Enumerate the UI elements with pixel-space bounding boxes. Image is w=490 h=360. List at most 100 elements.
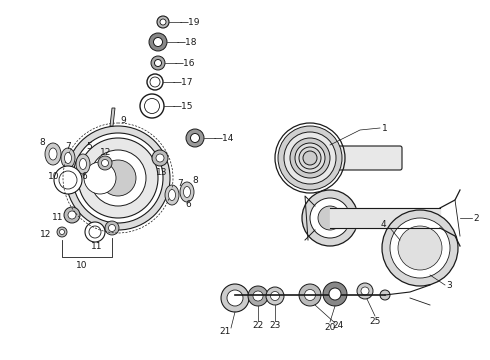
Text: 7: 7 <box>65 141 71 150</box>
Ellipse shape <box>165 185 179 205</box>
Circle shape <box>105 221 119 235</box>
Circle shape <box>147 74 163 90</box>
Text: 10: 10 <box>48 171 59 180</box>
FancyBboxPatch shape <box>308 146 402 170</box>
Circle shape <box>59 230 65 234</box>
Circle shape <box>101 159 108 166</box>
Ellipse shape <box>183 186 191 198</box>
Circle shape <box>270 292 279 301</box>
Circle shape <box>66 126 170 230</box>
Text: 21: 21 <box>220 328 231 337</box>
Polygon shape <box>110 108 115 126</box>
Circle shape <box>90 150 146 206</box>
Circle shape <box>59 171 77 189</box>
Text: 13: 13 <box>156 167 168 176</box>
Circle shape <box>304 289 316 301</box>
Circle shape <box>157 16 169 28</box>
Text: —17: —17 <box>173 77 194 86</box>
Circle shape <box>186 129 204 147</box>
Text: 5: 5 <box>86 141 92 150</box>
Circle shape <box>160 19 166 25</box>
Circle shape <box>227 290 243 306</box>
Circle shape <box>253 291 263 301</box>
Circle shape <box>108 225 116 231</box>
Circle shape <box>357 283 373 299</box>
Text: 7: 7 <box>177 179 183 188</box>
Ellipse shape <box>49 148 57 160</box>
Circle shape <box>398 226 442 270</box>
Ellipse shape <box>169 189 175 201</box>
Circle shape <box>323 282 347 306</box>
Circle shape <box>76 154 124 202</box>
Circle shape <box>145 99 160 113</box>
Circle shape <box>302 190 358 246</box>
Ellipse shape <box>61 148 75 168</box>
Text: —18: —18 <box>177 37 197 46</box>
Circle shape <box>89 226 101 238</box>
Ellipse shape <box>45 143 61 165</box>
Text: 8: 8 <box>192 176 198 185</box>
Circle shape <box>248 286 268 306</box>
Circle shape <box>382 210 458 286</box>
Circle shape <box>73 133 163 223</box>
Circle shape <box>150 77 160 87</box>
Circle shape <box>318 206 342 230</box>
Text: 3: 3 <box>446 280 452 289</box>
Text: 24: 24 <box>332 320 343 329</box>
Ellipse shape <box>180 182 194 202</box>
Circle shape <box>390 218 450 278</box>
Circle shape <box>278 126 342 190</box>
Text: 20: 20 <box>324 323 336 332</box>
Text: 12: 12 <box>100 148 111 157</box>
Text: —14: —14 <box>214 134 234 143</box>
Circle shape <box>310 198 350 238</box>
Circle shape <box>266 287 284 305</box>
Text: —15: —15 <box>173 102 194 111</box>
Circle shape <box>299 147 321 169</box>
Circle shape <box>153 37 163 46</box>
Circle shape <box>380 290 390 300</box>
Text: 9: 9 <box>120 116 126 125</box>
Circle shape <box>295 143 325 173</box>
Circle shape <box>151 56 165 70</box>
Circle shape <box>154 59 162 67</box>
Text: 6: 6 <box>185 199 191 208</box>
Text: 8: 8 <box>39 138 45 147</box>
Text: —19: —19 <box>180 18 200 27</box>
Circle shape <box>149 33 167 51</box>
Circle shape <box>64 207 80 223</box>
Circle shape <box>303 151 317 165</box>
Text: 4: 4 <box>381 220 387 229</box>
Circle shape <box>299 284 321 306</box>
Text: —16: —16 <box>175 59 196 68</box>
Circle shape <box>284 132 336 184</box>
Circle shape <box>221 284 249 312</box>
Circle shape <box>361 287 369 295</box>
Text: 1: 1 <box>382 123 388 132</box>
Text: 12: 12 <box>40 230 51 239</box>
Circle shape <box>140 94 164 118</box>
Circle shape <box>57 227 67 237</box>
Circle shape <box>84 162 116 194</box>
Circle shape <box>152 150 168 166</box>
Circle shape <box>98 156 112 170</box>
Circle shape <box>156 154 164 162</box>
Text: 22: 22 <box>252 321 264 330</box>
Text: 25: 25 <box>369 316 381 325</box>
Ellipse shape <box>79 158 87 170</box>
Text: 10: 10 <box>76 261 88 270</box>
Ellipse shape <box>76 154 90 174</box>
Circle shape <box>85 222 105 242</box>
Ellipse shape <box>65 153 72 163</box>
Circle shape <box>78 138 158 218</box>
Circle shape <box>68 211 76 219</box>
Text: 11: 11 <box>52 212 64 221</box>
Text: 2: 2 <box>473 213 479 222</box>
Circle shape <box>290 138 330 178</box>
Circle shape <box>191 134 199 143</box>
Circle shape <box>329 288 341 300</box>
Circle shape <box>54 166 82 194</box>
Text: 11: 11 <box>91 242 102 251</box>
Text: 23: 23 <box>270 321 281 330</box>
Circle shape <box>100 160 136 196</box>
